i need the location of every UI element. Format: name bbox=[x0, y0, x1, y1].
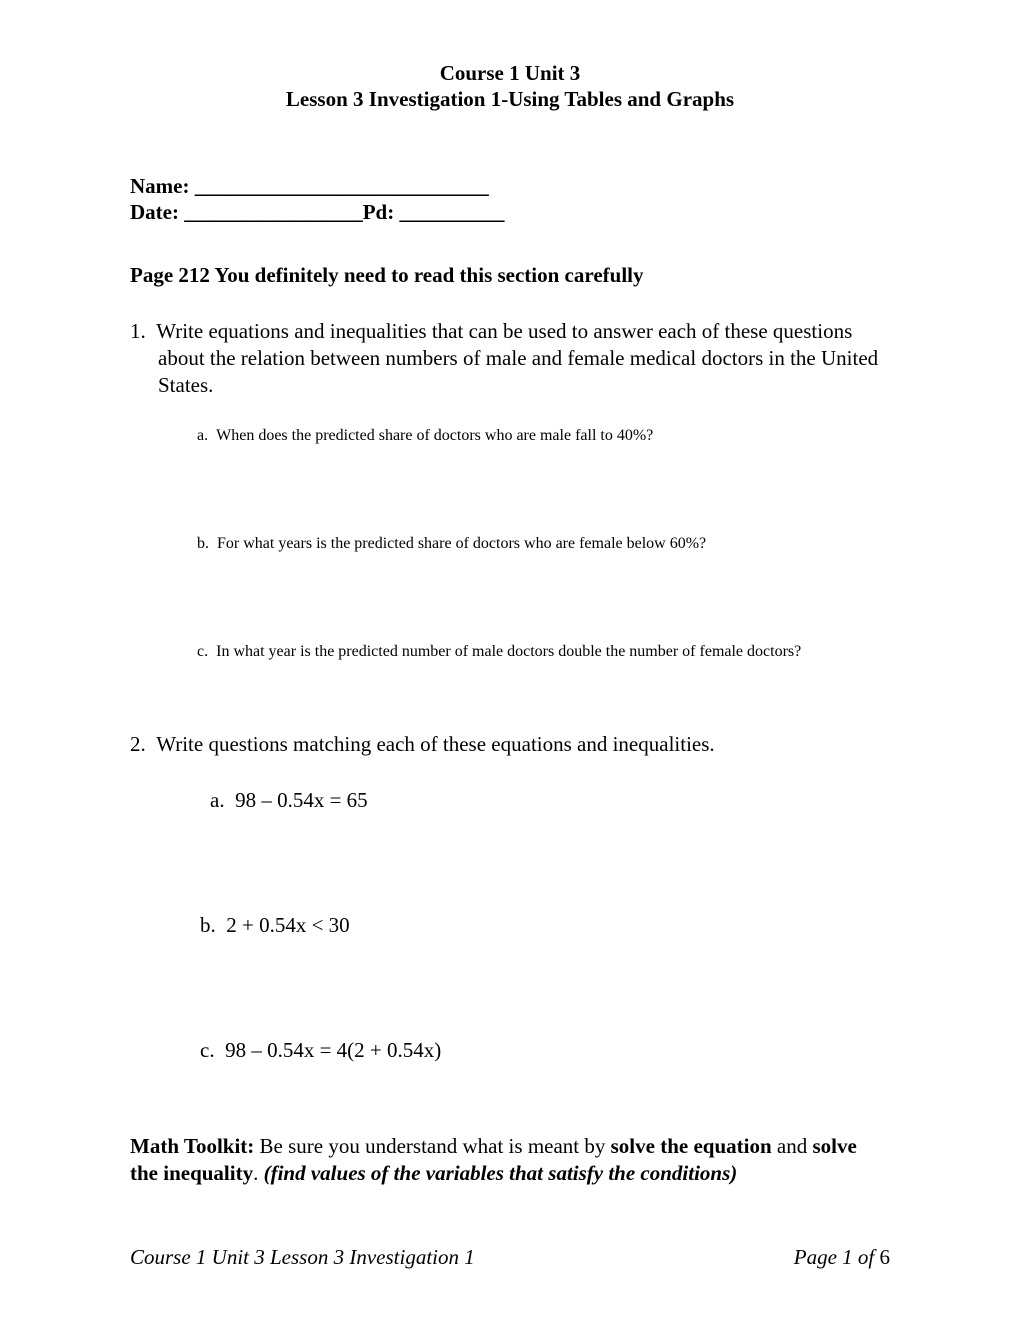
q1-intro: 1. Write equations and inequalities that… bbox=[130, 318, 890, 399]
math-toolkit: Math Toolkit: Be sure you understand wha… bbox=[130, 1133, 890, 1188]
q1-text: Write equations and inequalities that ca… bbox=[156, 319, 878, 397]
page-footer: Course 1 Unit 3 Lesson 3 Investigation 1… bbox=[130, 1245, 890, 1270]
q2-intro: 2. Write questions matching each of thes… bbox=[130, 731, 890, 758]
q1-b-label: b. bbox=[197, 535, 209, 552]
footer-total: 6 bbox=[874, 1245, 890, 1269]
toolkit-label: Math Toolkit: bbox=[130, 1134, 254, 1158]
q1-number: 1. bbox=[130, 319, 146, 343]
toolkit-pre: Be sure you understand what is meant by bbox=[254, 1134, 610, 1158]
pd-label: Pd: __________ bbox=[363, 200, 505, 224]
q1-c-label: c. bbox=[197, 643, 208, 660]
q1-b-text: For what years is the predicted share of… bbox=[217, 535, 706, 552]
q2-a-label: a. bbox=[210, 788, 225, 812]
header-line1: Course 1 Unit 3 bbox=[130, 60, 890, 86]
q2-c: c. 98 – 0.54x = 4(2 + 0.54x) bbox=[130, 1038, 890, 1063]
header-line2: Lesson 3 Investigation 1-Using Tables an… bbox=[130, 86, 890, 112]
footer-page-of: Page 1 of bbox=[794, 1245, 874, 1269]
q2-c-eq: 98 – 0.54x = 4(2 + 0.54x) bbox=[225, 1038, 441, 1062]
footer-right: Page 1 of 6 bbox=[794, 1245, 890, 1270]
q1-a-label: a. bbox=[197, 427, 208, 444]
page-header: Course 1 Unit 3 Lesson 3 Investigation 1… bbox=[130, 60, 890, 113]
toolkit-post: . bbox=[253, 1161, 264, 1185]
q2-b-eq: 2 + 0.54x < 30 bbox=[226, 913, 349, 937]
q2-text: Write questions matching each of these e… bbox=[156, 732, 714, 756]
q1-c: c. In what year is the predicted number … bbox=[130, 643, 890, 661]
q1-a: a. When does the predicted share of doct… bbox=[130, 427, 890, 445]
question-1: 1. Write equations and inequalities that… bbox=[130, 318, 890, 399]
toolkit-bold1: solve the equation bbox=[611, 1134, 772, 1158]
q2-c-label: c. bbox=[200, 1038, 215, 1062]
toolkit-italic: (find values of the variables that satis… bbox=[264, 1161, 738, 1185]
q2-number: 2. bbox=[130, 732, 146, 756]
q2-b-label: b. bbox=[200, 913, 216, 937]
section-note: Page 212 You definitely need to read thi… bbox=[130, 263, 890, 288]
worksheet-page: Course 1 Unit 3 Lesson 3 Investigation 1… bbox=[0, 0, 1020, 1320]
q1-b: b. For what years is the predicted share… bbox=[130, 535, 890, 553]
q2-a-eq: 98 – 0.54x = 65 bbox=[235, 788, 368, 812]
date-label: Date: _________________ bbox=[130, 200, 363, 224]
footer-left: Course 1 Unit 3 Lesson 3 Investigation 1 bbox=[130, 1245, 475, 1270]
q1-c-text: In what year is the predicted number of … bbox=[216, 643, 801, 660]
question-2: 2. Write questions matching each of thes… bbox=[130, 731, 890, 758]
date-line: Date: _________________Pd: __________ bbox=[130, 199, 890, 225]
q2-a: a. 98 – 0.54x = 65 bbox=[130, 788, 890, 813]
name-line: Name: ____________________________ bbox=[130, 173, 890, 199]
name-date-block: Name: ____________________________ Date:… bbox=[130, 173, 890, 226]
toolkit-mid: and bbox=[772, 1134, 813, 1158]
q1-a-text: When does the predicted share of doctors… bbox=[216, 427, 653, 444]
q2-b: b. 2 + 0.54x < 30 bbox=[130, 913, 890, 938]
